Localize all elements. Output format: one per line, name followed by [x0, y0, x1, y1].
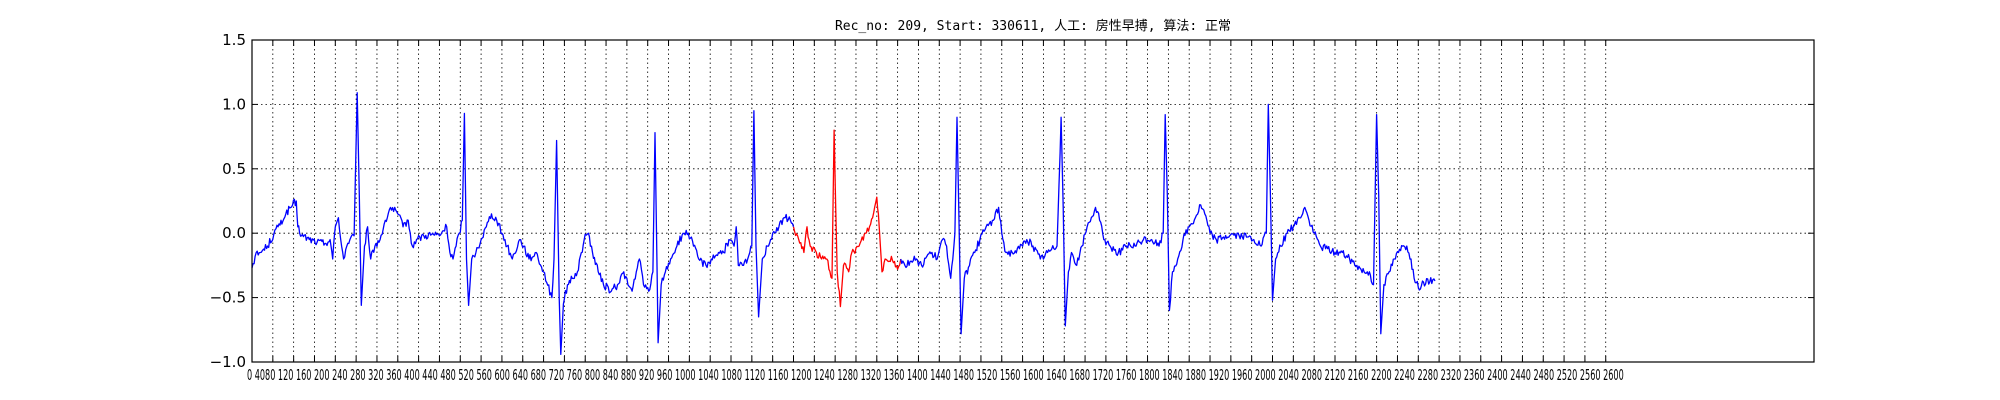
- series-line-3: [900, 103, 1436, 335]
- grid-layer: [252, 40, 1814, 362]
- y-axis-ticks: −1.0 −0.5 0.0 0.5 1.0 1.5: [210, 31, 1814, 371]
- series-layer: [251, 92, 1436, 355]
- y-tick-label: −0.5: [210, 289, 246, 307]
- chart-title: Rec_no: 209, Start: 330611, 人工: 房性早搏, 算法…: [835, 18, 1231, 34]
- series-line-1: [251, 92, 795, 355]
- y-tick-label: 0.0: [222, 224, 246, 242]
- y-tick-label: −1.0: [210, 353, 246, 371]
- series-line-2: [792, 129, 902, 308]
- x-tick-labels: 0 4080 120 160 200 240 280 320 360 400 4…: [247, 366, 1624, 384]
- y-tick-label: 1.5: [222, 31, 246, 49]
- y-tick-label: 0.5: [222, 160, 246, 178]
- y-tick-label: 1.0: [222, 95, 246, 113]
- plot-frame: [251, 39, 1815, 363]
- x-axis-ticks: [251, 40, 1607, 362]
